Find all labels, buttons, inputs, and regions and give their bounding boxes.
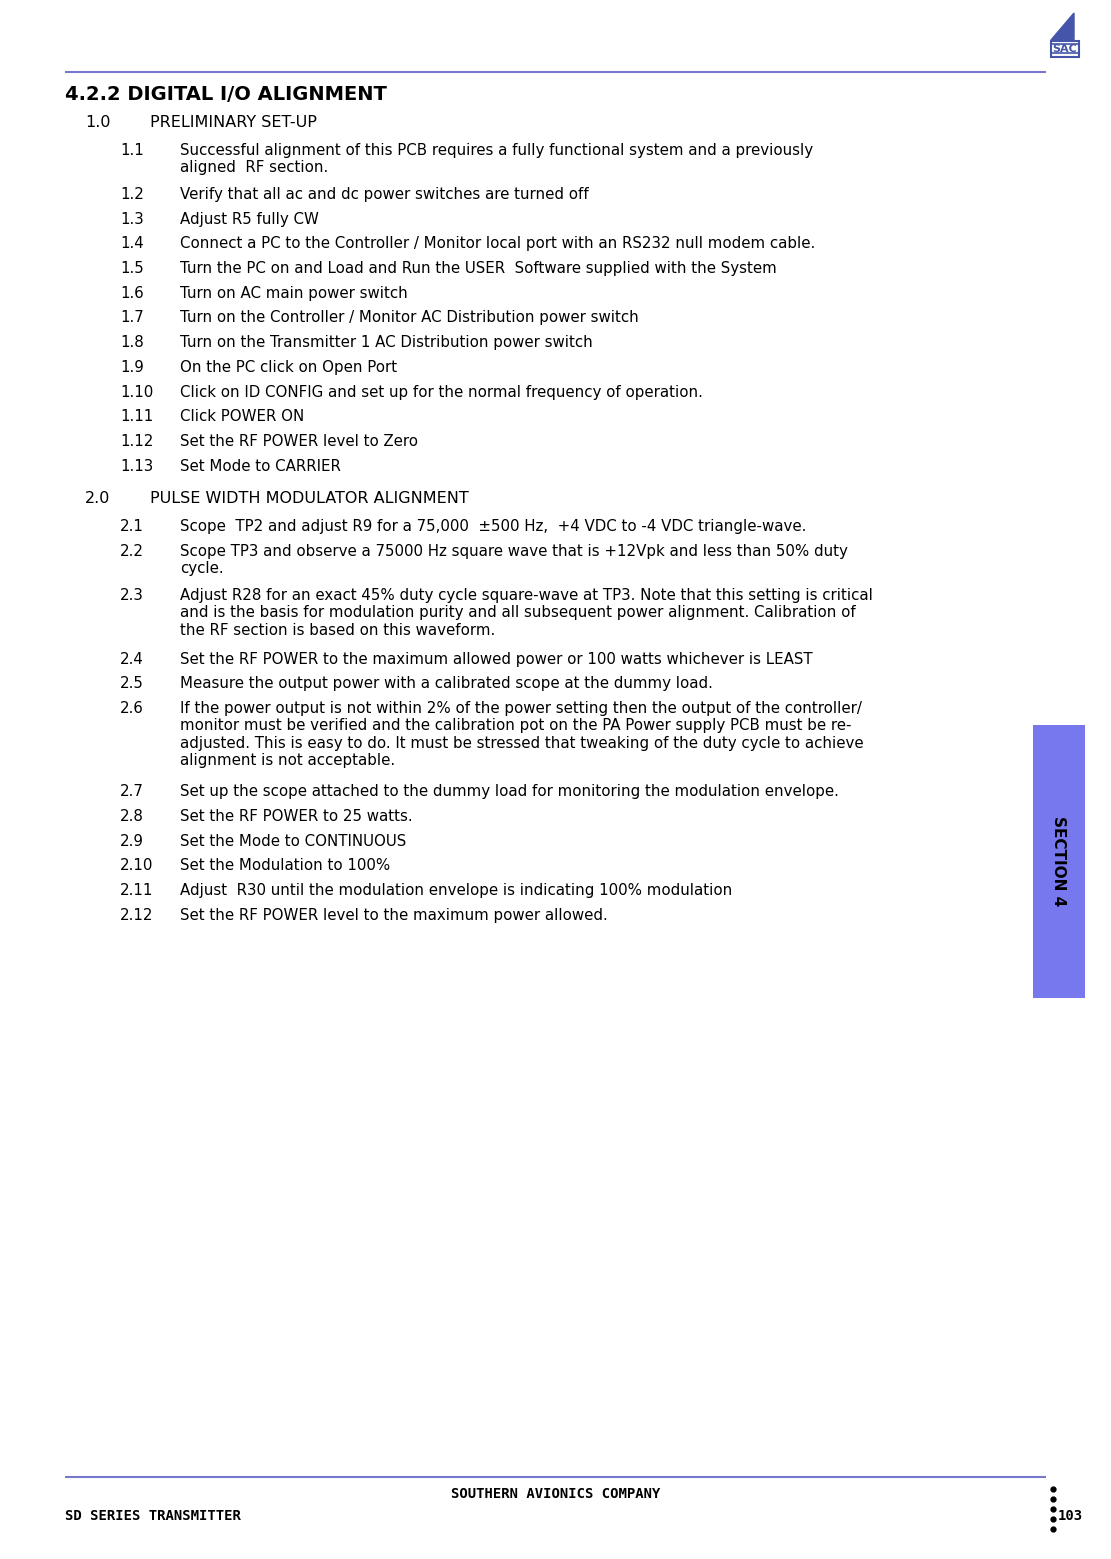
Text: 103: 103 (1058, 1509, 1083, 1523)
Text: 2.6: 2.6 (120, 702, 144, 716)
Text: Verify that all ac and dc power switches are turned off: Verify that all ac and dc power switches… (180, 187, 589, 203)
FancyBboxPatch shape (1051, 41, 1079, 58)
Text: 1.5: 1.5 (120, 260, 143, 276)
Text: 1.8: 1.8 (120, 335, 143, 351)
Text: SECTION 4: SECTION 4 (1051, 817, 1067, 906)
Text: 1.2: 1.2 (120, 187, 144, 203)
Text: Scope  TP2 and adjust R9 for a 75,000  ±500 Hz,  +4 VDC to -4 VDC triangle-wave.: Scope TP2 and adjust R9 for a 75,000 ±50… (180, 519, 807, 535)
Text: Click POWER ON: Click POWER ON (180, 410, 304, 424)
Text: PRELIMINARY SET-UP: PRELIMINARY SET-UP (150, 115, 317, 129)
Polygon shape (1051, 12, 1074, 41)
Text: 2.9: 2.9 (120, 834, 144, 848)
Text: Turn the PC on and Load and Run the USER  Software supplied with the System: Turn the PC on and Load and Run the USER… (180, 260, 777, 276)
Text: 2.7: 2.7 (120, 784, 144, 800)
Text: 2.4: 2.4 (120, 652, 144, 667)
Text: 1.10: 1.10 (120, 385, 153, 399)
Text: Adjust R28 for an exact 45% duty cycle square-wave at TP3. Note that this settin: Adjust R28 for an exact 45% duty cycle s… (180, 588, 873, 638)
Text: Connect a PC to the Controller / Monitor local port with an RS232 null modem cab: Connect a PC to the Controller / Monitor… (180, 237, 815, 251)
FancyBboxPatch shape (1033, 725, 1085, 998)
Text: If the power output is not within 2% of the power setting then the output of the: If the power output is not within 2% of … (180, 702, 863, 769)
Text: On the PC click on Open Port: On the PC click on Open Port (180, 360, 397, 374)
Text: Scope TP3 and observe a 75000 Hz square wave that is +12Vpk and less than 50% du: Scope TP3 and observe a 75000 Hz square … (180, 544, 848, 577)
Text: Set the RF POWER level to Zero: Set the RF POWER level to Zero (180, 433, 418, 449)
Text: SAC: SAC (1052, 44, 1078, 55)
Text: 1.7: 1.7 (120, 310, 143, 326)
Text: Adjust  R30 until the modulation envelope is indicating 100% modulation: Adjust R30 until the modulation envelope… (180, 882, 732, 898)
Text: 1.11: 1.11 (120, 410, 153, 424)
Text: 1.6: 1.6 (120, 285, 143, 301)
Text: 1.9: 1.9 (120, 360, 143, 374)
Text: 1.3: 1.3 (120, 212, 143, 226)
Text: Set Mode to CARRIER: Set Mode to CARRIER (180, 458, 341, 474)
Text: 4.2.2 DIGITAL I/O ALIGNMENT: 4.2.2 DIGITAL I/O ALIGNMENT (66, 86, 387, 104)
Text: Set the Mode to CONTINUOUS: Set the Mode to CONTINUOUS (180, 834, 407, 848)
Text: SD SERIES TRANSMITTER: SD SERIES TRANSMITTER (66, 1509, 241, 1523)
Text: 2.11: 2.11 (120, 882, 153, 898)
Text: Adjust R5 fully CW: Adjust R5 fully CW (180, 212, 319, 226)
Text: 2.1: 2.1 (120, 519, 144, 535)
Text: 2.10: 2.10 (120, 859, 153, 873)
Text: Turn on the Controller / Monitor AC Distribution power switch: Turn on the Controller / Monitor AC Dist… (180, 310, 639, 326)
Text: Measure the output power with a calibrated scope at the dummy load.: Measure the output power with a calibrat… (180, 677, 713, 691)
Text: 2.3: 2.3 (120, 588, 144, 603)
Text: 1.13: 1.13 (120, 458, 153, 474)
Text: Set the RF POWER level to the maximum power allowed.: Set the RF POWER level to the maximum po… (180, 907, 608, 923)
Text: Turn on AC main power switch: Turn on AC main power switch (180, 285, 408, 301)
Text: 1.12: 1.12 (120, 433, 153, 449)
Text: Set the RF POWER to the maximum allowed power or 100 watts whichever is LEAST: Set the RF POWER to the maximum allowed … (180, 652, 812, 667)
Text: Turn on the Transmitter 1 AC Distribution power switch: Turn on the Transmitter 1 AC Distributio… (180, 335, 593, 351)
Text: 2.2: 2.2 (120, 544, 144, 558)
Text: 2.8: 2.8 (120, 809, 144, 823)
Text: Set the RF POWER to 25 watts.: Set the RF POWER to 25 watts. (180, 809, 412, 823)
Text: Successful alignment of this PCB requires a fully functional system and a previo: Successful alignment of this PCB require… (180, 143, 813, 175)
Text: 1.1: 1.1 (120, 143, 143, 157)
Text: 2.5: 2.5 (120, 677, 144, 691)
Text: Set up the scope attached to the dummy load for monitoring the modulation envelo: Set up the scope attached to the dummy l… (180, 784, 839, 800)
Text: PULSE WIDTH MODULATOR ALIGNMENT: PULSE WIDTH MODULATOR ALIGNMENT (150, 491, 469, 507)
Text: Set the Modulation to 100%: Set the Modulation to 100% (180, 859, 390, 873)
Text: SOUTHERN AVIONICS COMPANY: SOUTHERN AVIONICS COMPANY (451, 1487, 660, 1501)
Text: 2.12: 2.12 (120, 907, 153, 923)
Text: 2.0: 2.0 (86, 491, 110, 507)
Text: Click on ID CONFIG and set up for the normal frequency of operation.: Click on ID CONFIG and set up for the no… (180, 385, 703, 399)
Text: 1.0: 1.0 (86, 115, 110, 129)
Text: 1.4: 1.4 (120, 237, 143, 251)
